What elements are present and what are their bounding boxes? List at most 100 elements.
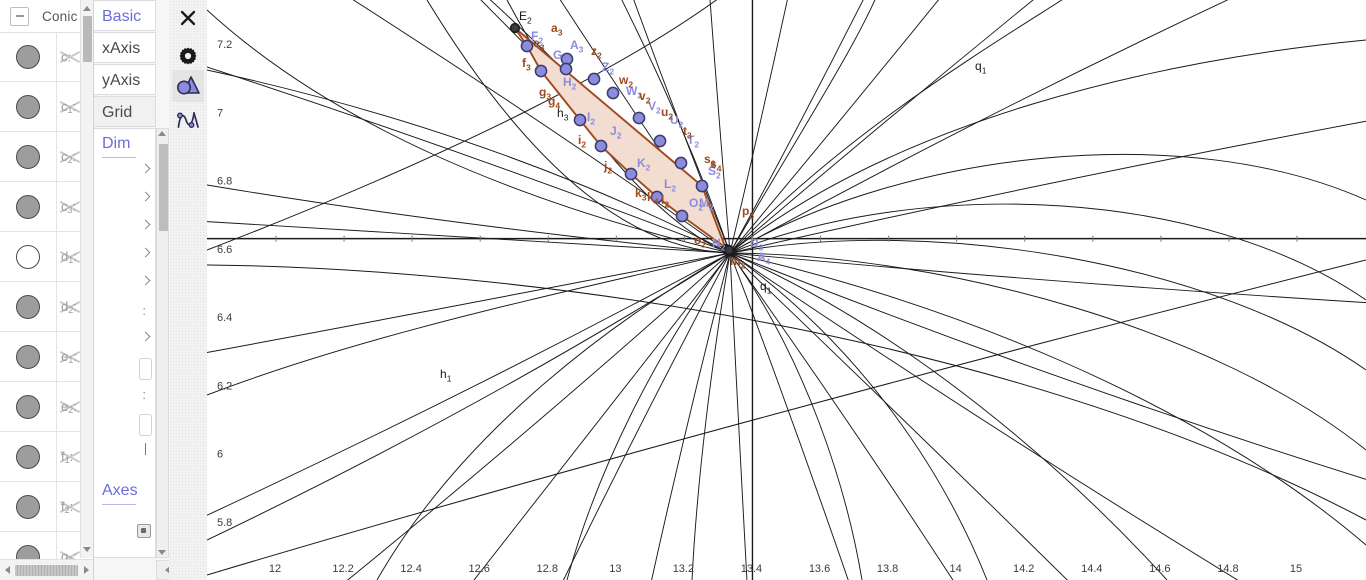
algebra-row[interactable]: e2: — [0, 382, 93, 432]
visibility-toggle[interactable] — [0, 332, 57, 381]
point-marker[interactable] — [587, 72, 601, 86]
point-marker[interactable] — [559, 62, 573, 76]
algebra-horizontal-scrollbar[interactable] — [0, 559, 93, 580]
tab-yaxis[interactable]: yAxis — [94, 64, 156, 95]
scrollbar-thumb[interactable] — [83, 16, 92, 62]
algebra-row-label-cell[interactable]: f1: — [57, 432, 93, 481]
conic-curve — [729, 252, 988, 580]
algebra-row[interactable]: c3: — [0, 182, 93, 232]
point-marker[interactable] — [573, 113, 587, 127]
scrollbar-thumb[interactable] — [15, 564, 78, 576]
settings-vertical-scrollbar[interactable] — [156, 128, 169, 558]
algebra-function-icon[interactable] — [172, 104, 204, 136]
algebra-row-label-cell[interactable]: f2: — [57, 482, 93, 531]
graphics-view-icon[interactable] — [172, 70, 204, 102]
point-marker[interactable] — [674, 156, 688, 170]
visibility-toggle[interactable] — [0, 432, 57, 481]
point-marker[interactable] — [520, 39, 534, 53]
algebra-row-label-cell[interactable]: e2: — [57, 382, 93, 431]
algebra-row-label-cell[interactable]: c3: — [57, 182, 93, 231]
visibility-toggle[interactable] — [0, 282, 57, 331]
point-marker[interactable] — [606, 86, 620, 100]
point-marker[interactable] — [624, 167, 638, 181]
point-marker[interactable] — [594, 139, 608, 153]
x-tick-label: 13.6 — [809, 563, 830, 575]
tab-grid[interactable]: Grid — [94, 96, 156, 127]
settings-panel-body: Dim : : Axes — [94, 128, 156, 558]
settings-input[interactable] — [139, 414, 152, 436]
settings-checkbox[interactable] — [137, 524, 151, 538]
axis-tick-labels: 12 12.2 12.4 12.6 12.8 13 13.2 13.4 13.6 13.8 14 14… — [217, 39, 1302, 575]
scroll-up-arrow-icon[interactable] — [81, 2, 93, 15]
algebra-row[interactable]: c1: — [0, 82, 93, 132]
algebra-row[interactable]: c: — [0, 32, 93, 82]
algebra-row-label-cell[interactable]: c: — [57, 32, 93, 81]
settings-row[interactable] — [94, 519, 155, 547]
algebra-row-label-cell[interactable]: e1: — [57, 332, 93, 381]
colon-separator: : — [142, 387, 146, 402]
algebra-row-label-cell[interactable]: c2: — [57, 132, 93, 181]
point-set[interactable] — [509, 22, 735, 256]
graphics-canvas[interactable]: 12 12.2 12.4 12.6 12.8 13 13.2 13.4 13.6 13.8 14 14… — [207, 0, 1366, 580]
settings-row: : — [94, 298, 155, 326]
algebra-row[interactable]: d2: — [0, 282, 93, 332]
point-marker[interactable] — [632, 111, 646, 125]
scroll-left-arrow-icon[interactable] — [157, 566, 177, 574]
conic-curve — [691, 252, 731, 580]
visibility-toggle[interactable] — [0, 382, 57, 431]
tab-basic[interactable]: Basic — [94, 0, 156, 31]
settings-row[interactable] — [94, 158, 155, 186]
visibility-toggle[interactable] — [0, 132, 57, 181]
visibility-toggle[interactable] — [0, 482, 57, 531]
settings-row[interactable] — [94, 214, 155, 242]
tab-grid-label: Grid — [102, 104, 133, 121]
conic-curve — [729, 0, 939, 254]
point-marker[interactable] — [534, 64, 548, 78]
graphics-view[interactable]: 12 12.2 12.4 12.6 12.8 13 13.2 13.4 13.6 13.8 14 14… — [207, 0, 1366, 580]
point-marker[interactable] — [653, 134, 667, 148]
scroll-left-arrow-icon[interactable] — [0, 566, 14, 574]
point-marker[interactable] — [509, 22, 521, 34]
segment-label: a3 — [551, 21, 563, 38]
settings-row[interactable] — [94, 270, 155, 298]
algebra-row-label-cell[interactable]: c1: — [57, 82, 93, 131]
point-marker[interactable] — [650, 190, 664, 204]
x-tick-label: 12.6 — [468, 563, 489, 575]
settings-row[interactable] — [94, 410, 155, 438]
point-marker[interactable] — [695, 179, 709, 193]
visibility-toggle[interactable] — [0, 182, 57, 231]
algebra-vertical-scrollbar[interactable] — [80, 0, 93, 558]
minus-icon[interactable] — [10, 6, 29, 26]
point-marker[interactable] — [675, 209, 689, 223]
scroll-up-arrow-icon[interactable] — [158, 131, 166, 136]
segment-label: s4 — [710, 157, 722, 174]
visibility-toggle[interactable] — [0, 32, 57, 81]
algebra-row-label-cell[interactable]: d2: — [57, 282, 93, 331]
gear-icon[interactable] — [172, 40, 204, 72]
scroll-down-arrow-icon[interactable] — [81, 543, 93, 556]
scroll-down-arrow-icon[interactable] — [158, 550, 166, 555]
segment-label: h1 — [440, 367, 452, 384]
visibility-toggle[interactable] — [0, 232, 57, 281]
tab-yaxis-label: yAxis — [102, 72, 141, 89]
settings-row[interactable] — [94, 354, 155, 382]
scroll-right-arrow-icon[interactable] — [79, 566, 93, 574]
algebra-row[interactable]: f2: — [0, 482, 93, 532]
segment-label: k4 — [647, 190, 659, 207]
settings-row[interactable] — [94, 186, 155, 214]
algebra-row-label: e2: — [61, 398, 77, 415]
point-marker[interactable] — [723, 244, 735, 256]
algebra-row-label-cell[interactable]: d1: — [57, 232, 93, 281]
algebra-row[interactable]: d1: — [0, 232, 93, 282]
algebra-row[interactable]: e1: — [0, 332, 93, 382]
visibility-toggle[interactable] — [0, 82, 57, 131]
close-icon[interactable] — [172, 2, 204, 34]
settings-row[interactable] — [94, 242, 155, 270]
settings-row[interactable] — [94, 326, 155, 354]
settings-input[interactable] — [139, 358, 152, 380]
algebra-row[interactable]: f1: — [0, 432, 93, 482]
tab-xaxis[interactable]: xAxis — [94, 32, 156, 63]
scrollbar-thumb[interactable] — [159, 144, 168, 231]
algebra-row[interactable]: c2: — [0, 132, 93, 182]
segment-label: e3 — [533, 36, 545, 53]
